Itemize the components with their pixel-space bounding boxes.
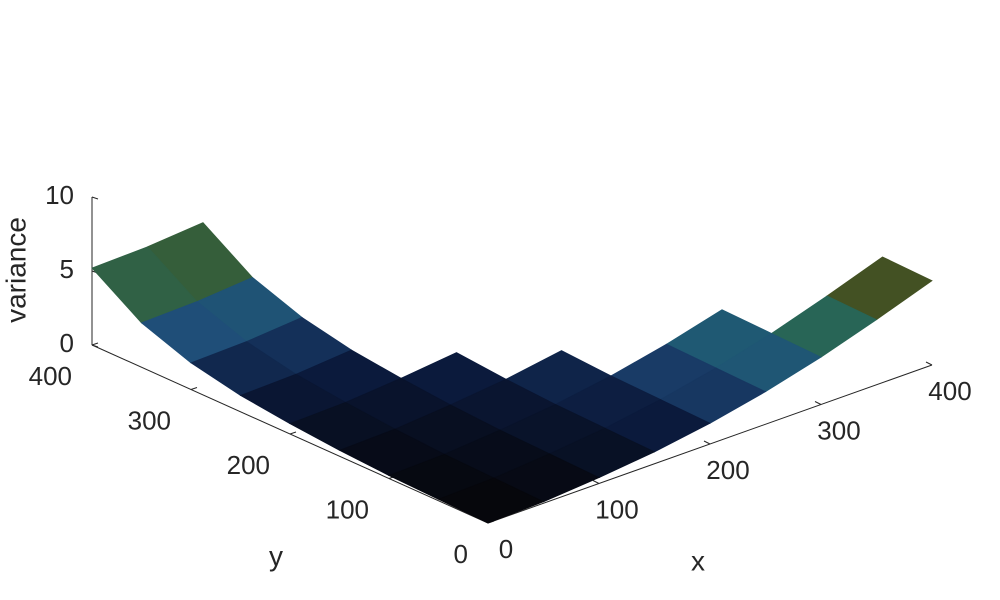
y-tick (190, 387, 198, 390)
z-tick (91, 344, 99, 348)
x-tick (814, 401, 822, 405)
x-tick (592, 480, 600, 484)
x-tick-label: 200 (706, 455, 749, 485)
z-tick (91, 196, 99, 200)
y-axis-label: y (269, 540, 283, 571)
x-tick-label: 400 (928, 376, 971, 406)
surface-cell (437, 477, 545, 524)
y-tick-label: 200 (227, 450, 270, 480)
y-tick-label: 100 (326, 494, 369, 524)
x-tick-label: 0 (499, 534, 513, 564)
z-tick-label: 0 (60, 328, 74, 358)
x-tick-label: 100 (595, 494, 638, 524)
z-tick-label: 5 (60, 254, 74, 284)
x-axis-label: x (691, 545, 705, 576)
y-tick (91, 342, 99, 346)
z-tick-label: 10 (45, 180, 74, 210)
y-tick-label: 0 (454, 539, 468, 569)
y-tick-label: 400 (29, 361, 72, 391)
z-axis-label: variance (0, 217, 31, 323)
x-tick-label: 300 (817, 415, 860, 445)
x-tick (925, 361, 933, 366)
y-tick-label: 300 (128, 405, 171, 435)
y-tick (289, 431, 297, 435)
x-tick (703, 440, 711, 445)
